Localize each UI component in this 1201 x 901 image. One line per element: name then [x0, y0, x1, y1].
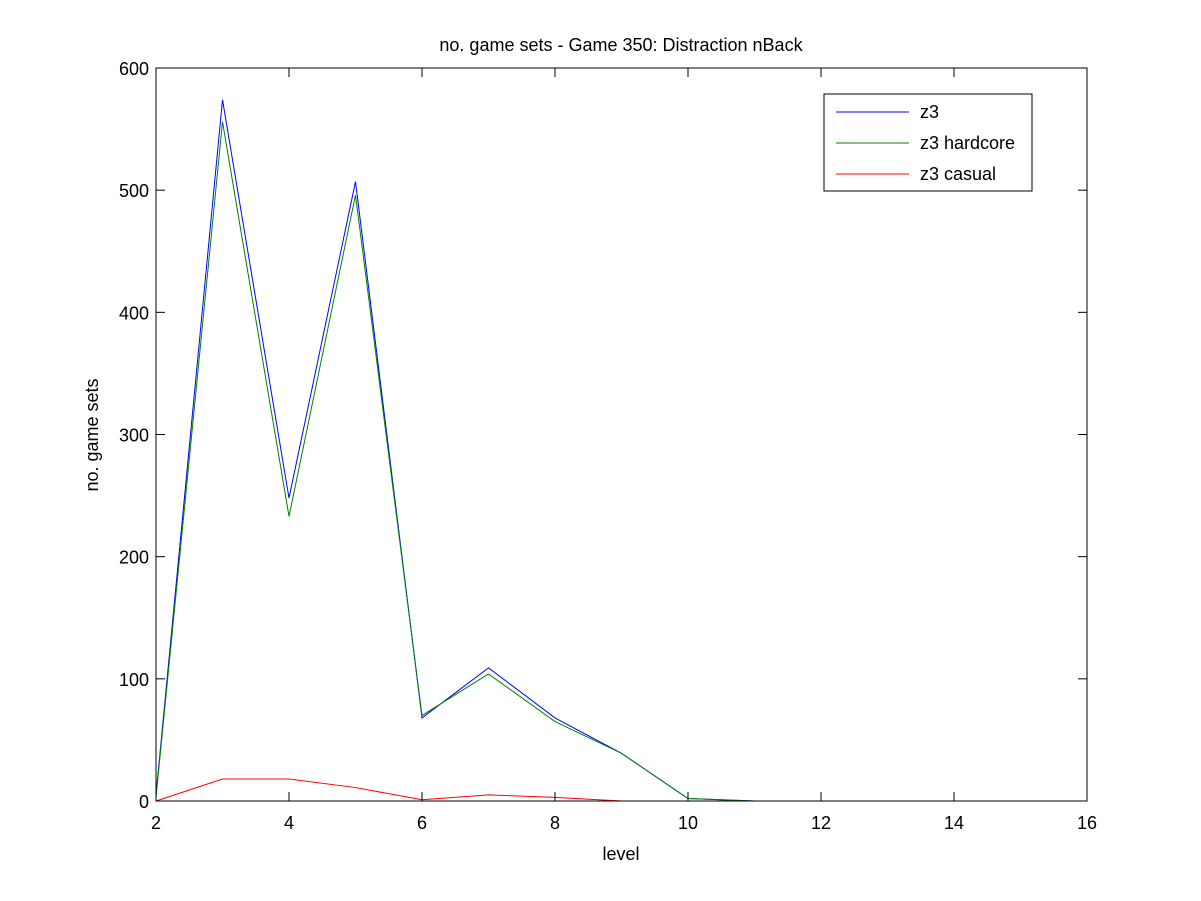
y-tick-label-0: 0 [139, 792, 149, 812]
x-tick-label-5: 12 [811, 813, 831, 833]
axes [155, 67, 1088, 802]
y-tick-label-2: 200 [119, 548, 149, 568]
legend: z3 z3 hardcore z3 casual [823, 93, 1033, 192]
y-tick-label-5: 500 [119, 181, 149, 201]
legend-label-2: z3 casual [920, 164, 996, 184]
plot-lines [155, 99, 755, 802]
x-tick-label-3: 8 [550, 813, 560, 833]
y-tick-labels: 0 100 200 300 400 500 600 [119, 59, 149, 812]
x-tick-labels: 2 4 6 8 10 12 14 16 [151, 813, 1097, 833]
chart-title: no. game sets - Game 350: Distraction nB… [439, 35, 803, 55]
x-tick-label-1: 4 [284, 813, 294, 833]
x-tick-label-2: 6 [417, 813, 427, 833]
x-axis-label: level [602, 844, 639, 864]
x-tick-label-0: 2 [151, 813, 161, 833]
x-tick-label-7: 16 [1077, 813, 1097, 833]
series-line-2 [155, 778, 622, 802]
series-line-1 [155, 121, 755, 802]
legend-label-0: z3 [920, 102, 939, 122]
y-axis-label: no. game sets [82, 378, 102, 491]
x-tick-label-6: 14 [944, 813, 964, 833]
y-tick-label-6: 600 [119, 59, 149, 79]
y-tick-label-4: 400 [119, 303, 149, 323]
legend-label-1: z3 hardcore [920, 133, 1015, 153]
y-tick-label-1: 100 [119, 670, 149, 690]
y-tick-label-3: 300 [119, 426, 149, 446]
series-line-0 [155, 99, 755, 802]
x-tick-label-4: 10 [678, 813, 698, 833]
